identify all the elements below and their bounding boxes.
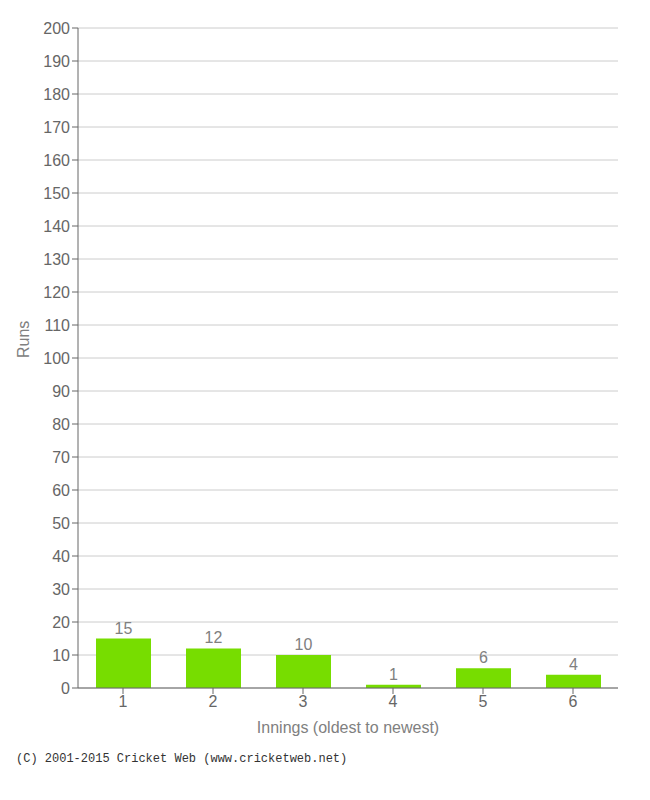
svg-text:12: 12 — [205, 629, 223, 646]
svg-text:200: 200 — [43, 20, 70, 37]
svg-text:6: 6 — [479, 649, 488, 666]
svg-text:Runs: Runs — [15, 321, 32, 358]
svg-text:10: 10 — [52, 647, 70, 664]
svg-text:120: 120 — [43, 284, 70, 301]
svg-text:4: 4 — [389, 693, 398, 710]
svg-text:1: 1 — [389, 666, 398, 683]
svg-text:190: 190 — [43, 53, 70, 70]
svg-text:60: 60 — [52, 482, 70, 499]
svg-text:2: 2 — [209, 693, 218, 710]
svg-text:30: 30 — [52, 581, 70, 598]
svg-text:80: 80 — [52, 416, 70, 433]
svg-text:50: 50 — [52, 515, 70, 532]
svg-text:160: 160 — [43, 152, 70, 169]
svg-text:140: 140 — [43, 218, 70, 235]
svg-text:70: 70 — [52, 449, 70, 466]
svg-text:6: 6 — [569, 693, 578, 710]
svg-text:180: 180 — [43, 86, 70, 103]
svg-text:1: 1 — [119, 693, 128, 710]
svg-text:5: 5 — [479, 693, 488, 710]
svg-text:15: 15 — [115, 620, 133, 637]
html-text:(C) 2001-2015 Cricket Web (www: (C) 2001-2015 Cricket Web (www.cricketwe… — [16, 752, 348, 766]
svg-text:20: 20 — [52, 614, 70, 631]
svg-text:0: 0 — [61, 680, 70, 697]
svg-text:150: 150 — [43, 185, 70, 202]
svg-text:40: 40 — [52, 548, 70, 565]
svg-text:110: 110 — [44, 317, 70, 334]
svg-text:Innings (oldest to newest): Innings (oldest to newest) — [257, 719, 439, 736]
svg-text:130: 130 — [43, 251, 70, 268]
svg-text:100: 100 — [43, 350, 70, 367]
svg-text:170: 170 — [43, 119, 70, 136]
svg-text:4: 4 — [569, 656, 578, 673]
svg-text:10: 10 — [295, 636, 313, 653]
svg-text:3: 3 — [299, 693, 308, 710]
svg-text:90: 90 — [52, 383, 70, 400]
